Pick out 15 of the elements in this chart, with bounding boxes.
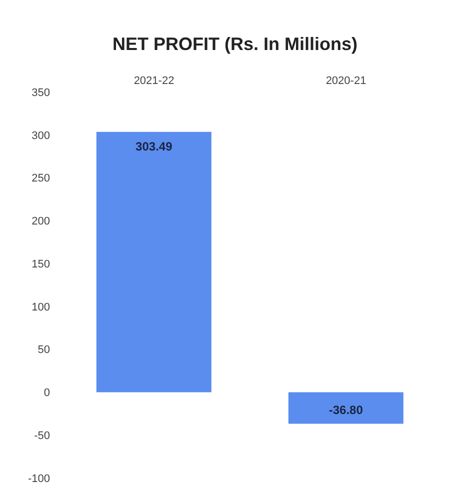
y-tick-label: 0 <box>44 387 50 400</box>
y-tick-label: 100 <box>32 301 50 314</box>
y-tick-label: 250 <box>32 172 50 185</box>
y-tick-label: 200 <box>32 216 50 228</box>
y-tick-label: 50 <box>38 344 50 356</box>
y-tick-label: 300 <box>32 130 50 142</box>
y-tick-label: -100 <box>28 472 50 485</box>
chart-title: NET PROFIT (Rs. In Millions) <box>112 33 358 56</box>
data-label: -36.80 <box>328 402 364 417</box>
data-label: 303.49 <box>136 139 173 154</box>
y-tick-label: -50 <box>34 430 50 442</box>
y-tick-label: 350 <box>32 86 50 99</box>
x-tick-label: 2021-22 <box>134 75 174 87</box>
y-tick-label: 150 <box>32 258 50 270</box>
x-tick-label: 2020-21 <box>326 75 366 87</box>
